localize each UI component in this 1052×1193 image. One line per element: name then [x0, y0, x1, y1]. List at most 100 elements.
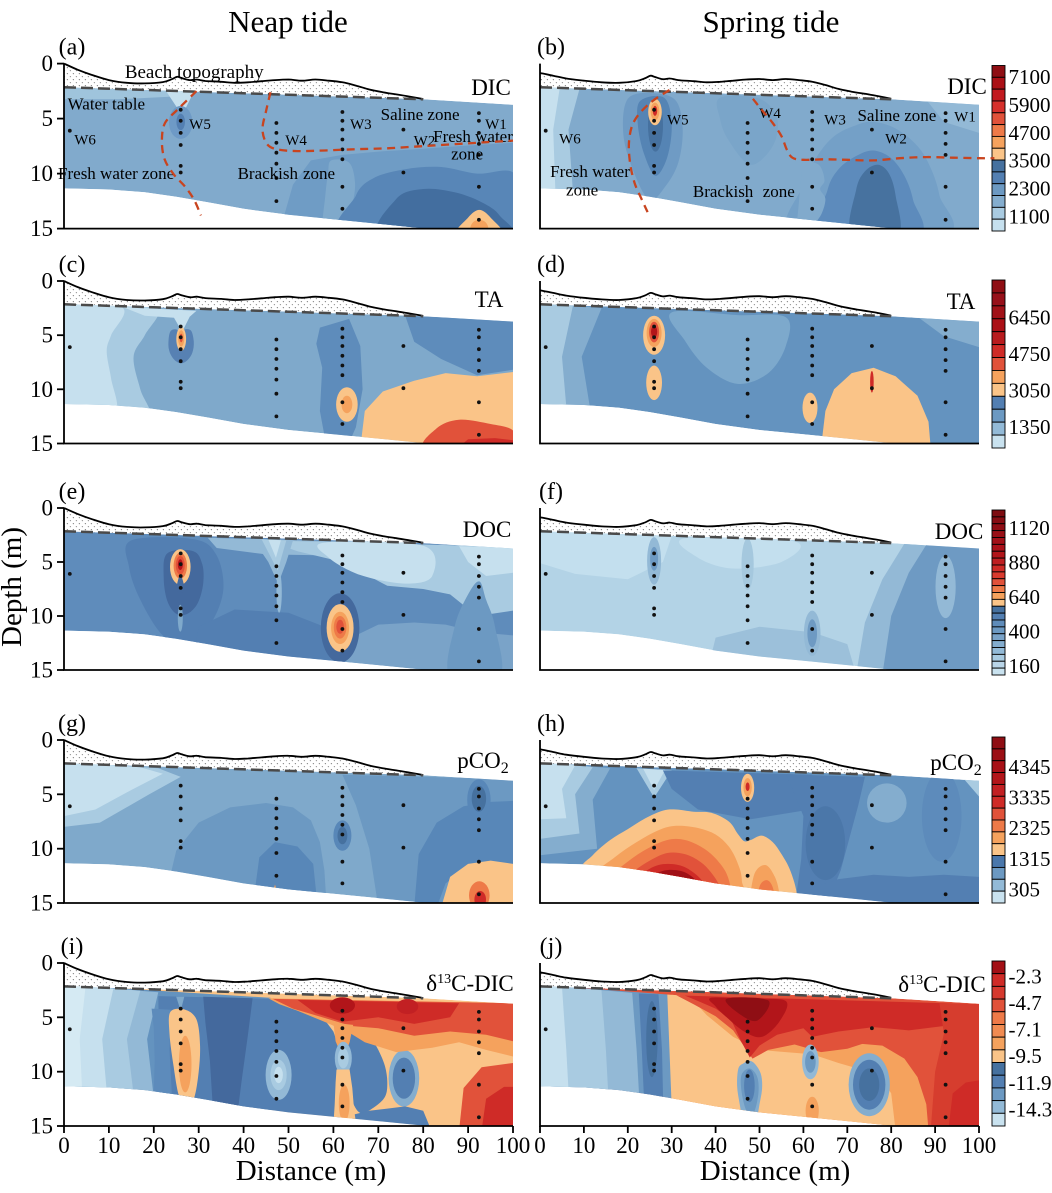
svg-text:10: 10: [30, 1059, 53, 1084]
svg-text:W3: W3: [350, 117, 372, 133]
svg-text:-9.5: -9.5: [1009, 1044, 1042, 1068]
svg-text:(b): (b): [537, 35, 565, 61]
svg-text:(i): (i): [61, 934, 84, 960]
svg-text:10: 10: [97, 1133, 120, 1158]
svg-text:40: 40: [232, 1133, 255, 1158]
svg-text:1100: 1100: [1009, 205, 1050, 229]
svg-text:Distance (m): Distance (m): [700, 1155, 851, 1187]
svg-text:5: 5: [42, 106, 54, 131]
svg-text:10: 10: [30, 377, 53, 402]
svg-text:60: 60: [322, 1133, 345, 1158]
svg-text:400: 400: [1009, 620, 1041, 644]
svg-text:-2.3: -2.3: [1009, 964, 1042, 988]
svg-text:W2: W2: [885, 131, 907, 147]
svg-text:20: 20: [616, 1133, 639, 1158]
svg-text:100: 100: [496, 1133, 531, 1158]
svg-text:6450: 6450: [1009, 305, 1051, 329]
svg-text:160: 160: [1009, 654, 1041, 678]
svg-text:W5: W5: [189, 117, 211, 133]
svg-text:zone: zone: [451, 144, 483, 163]
svg-text:90: 90: [457, 1133, 480, 1158]
svg-text:(c): (c): [59, 252, 86, 278]
svg-text:Fresh water: Fresh water: [550, 162, 630, 181]
svg-text:δ13C-DIC: δ13C-DIC: [898, 972, 985, 997]
svg-text:Distance (m): Distance (m): [236, 1155, 387, 1187]
svg-text:δ13C-DIC: δ13C-DIC: [426, 971, 513, 996]
svg-text:70: 70: [836, 1133, 859, 1158]
svg-text:0: 0: [42, 496, 54, 521]
svg-text:W4: W4: [285, 133, 307, 149]
svg-text:Saline zone: Saline zone: [381, 105, 460, 124]
svg-text:0: 0: [58, 1133, 70, 1158]
svg-text:5: 5: [42, 323, 54, 348]
svg-text:30: 30: [660, 1133, 683, 1158]
svg-text:-11.9: -11.9: [1009, 1071, 1052, 1095]
svg-text:7100: 7100: [1009, 65, 1051, 89]
svg-text:W1: W1: [954, 109, 976, 125]
svg-text:(g): (g): [58, 711, 86, 737]
svg-text:1350: 1350: [1009, 415, 1051, 439]
svg-text:Fresh water: Fresh water: [433, 127, 513, 146]
svg-text:30: 30: [187, 1133, 210, 1158]
svg-text:3335: 3335: [1009, 786, 1051, 810]
svg-text:2325: 2325: [1009, 816, 1051, 840]
svg-text:(j): (j): [540, 934, 563, 960]
svg-text:Depth (m): Depth (m): [0, 527, 28, 647]
svg-text:80: 80: [880, 1133, 903, 1158]
svg-text:DOC: DOC: [935, 519, 984, 544]
svg-text:50: 50: [277, 1133, 300, 1158]
svg-text:zone: zone: [763, 182, 795, 201]
svg-text:(f): (f): [539, 479, 563, 505]
svg-text:W6: W6: [559, 131, 581, 147]
svg-text:10: 10: [572, 1133, 595, 1158]
svg-text:5: 5: [42, 1005, 54, 1030]
svg-text:0: 0: [42, 951, 54, 976]
svg-text:15: 15: [30, 431, 53, 456]
svg-text:0: 0: [42, 728, 54, 753]
svg-text:10: 10: [30, 604, 53, 629]
svg-text:(a): (a): [59, 35, 86, 61]
svg-text:40: 40: [704, 1133, 727, 1158]
svg-text:W3: W3: [824, 113, 846, 129]
svg-text:4750: 4750: [1009, 342, 1051, 366]
svg-text:5: 5: [42, 550, 54, 575]
svg-text:20: 20: [142, 1133, 165, 1158]
svg-text:DIC: DIC: [947, 74, 987, 99]
svg-text:(h): (h): [537, 711, 565, 737]
svg-text:W1: W1: [485, 117, 507, 133]
svg-text:W4: W4: [759, 106, 781, 122]
svg-text:Beach topography: Beach topography: [125, 62, 264, 83]
svg-text:0: 0: [534, 1133, 546, 1158]
svg-text:80: 80: [412, 1133, 435, 1158]
svg-text:4345: 4345: [1009, 755, 1051, 779]
svg-text:(d): (d): [537, 252, 565, 278]
svg-text:640: 640: [1009, 585, 1041, 609]
svg-text:100: 100: [962, 1133, 997, 1158]
svg-text:TA: TA: [475, 287, 504, 312]
svg-text:Saline zone: Saline zone: [857, 106, 936, 125]
svg-text:Fresh water zone: Fresh water zone: [58, 164, 174, 183]
svg-text:W6: W6: [74, 132, 96, 148]
svg-text:880: 880: [1009, 551, 1041, 575]
svg-text:(e): (e): [59, 479, 86, 505]
svg-text:15: 15: [30, 216, 53, 241]
svg-text:-4.7: -4.7: [1009, 991, 1042, 1015]
svg-text:5: 5: [42, 782, 54, 807]
svg-text:W5: W5: [667, 113, 689, 129]
svg-text:Spring tide: Spring tide: [703, 4, 840, 39]
svg-text:1315: 1315: [1009, 847, 1051, 871]
svg-text:Water table: Water table: [68, 94, 145, 113]
svg-text:305: 305: [1009, 878, 1041, 902]
svg-text:10: 10: [30, 836, 53, 861]
svg-text:50: 50: [748, 1133, 771, 1158]
svg-text:DIC: DIC: [471, 75, 511, 100]
svg-text:15: 15: [30, 1114, 53, 1139]
svg-text:-14.3: -14.3: [1009, 1097, 1052, 1121]
svg-text:3500: 3500: [1009, 149, 1051, 173]
svg-text:TA: TA: [947, 289, 976, 314]
svg-text:-7.1: -7.1: [1009, 1018, 1042, 1042]
svg-text:Neap tide: Neap tide: [228, 4, 348, 39]
svg-text:1120: 1120: [1009, 516, 1050, 540]
svg-text:3050: 3050: [1009, 379, 1051, 403]
svg-text:5900: 5900: [1009, 93, 1051, 117]
